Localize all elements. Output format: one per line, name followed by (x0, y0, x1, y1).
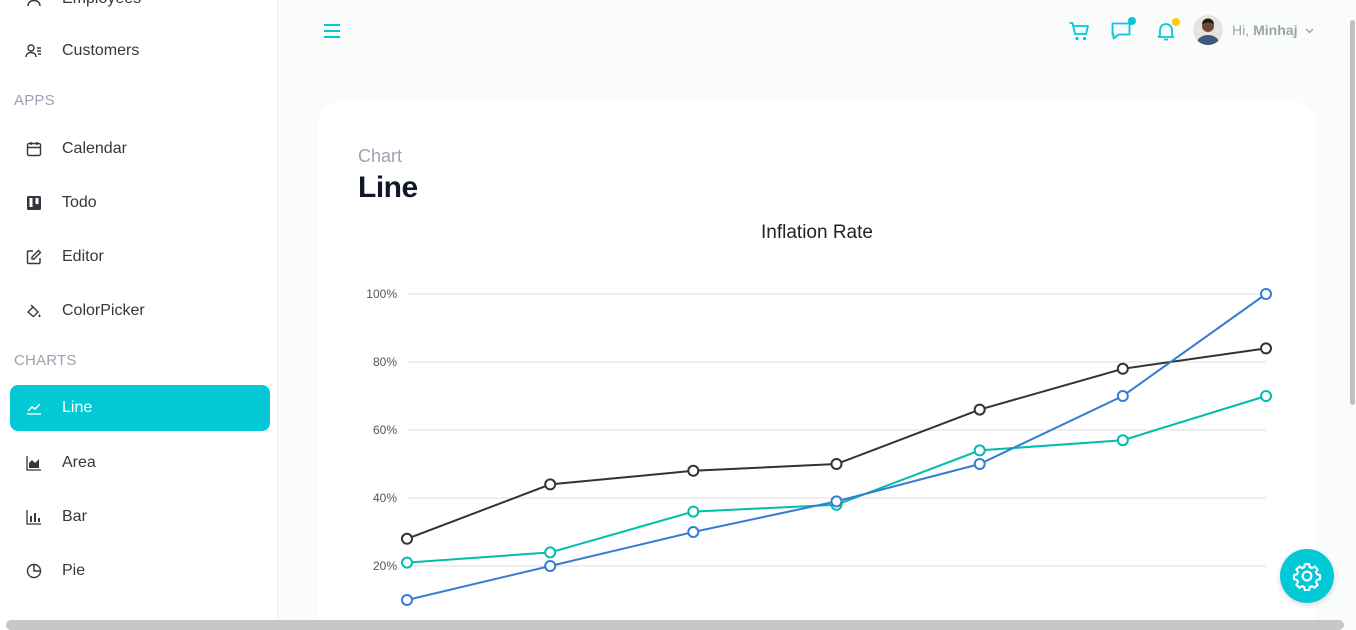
sidebar: Employees Customers APPS Calendar Todo E… (0, 0, 278, 630)
sidebar-item-label: ColorPicker (62, 302, 145, 319)
sidebar-item-label: Bar (62, 508, 87, 525)
chevron-down-icon (1305, 21, 1314, 39)
customers-icon (24, 41, 44, 61)
pie-chart-icon (24, 561, 44, 581)
sidebar-item-employees[interactable]: Employees (10, 0, 270, 22)
data-point-series-3[interactable] (401, 594, 413, 606)
series-line-2 (406, 395, 1267, 564)
data-point-series-3[interactable] (973, 458, 986, 470)
horizontal-scrollbar[interactable] (6, 620, 1344, 630)
sidebar-item-label: Pie (62, 562, 86, 579)
gear-icon (1292, 561, 1322, 591)
menu-icon[interactable] (322, 22, 344, 40)
bell-icon[interactable] (1153, 18, 1180, 44)
username: Minhaj (1253, 22, 1298, 38)
vertical-scrollbar[interactable] (1350, 20, 1355, 405)
data-point-series-1[interactable] (1116, 362, 1129, 375)
data-point-series-1[interactable] (401, 532, 413, 545)
data-point-series-3[interactable] (687, 526, 700, 538)
data-point-series-2[interactable] (544, 546, 557, 559)
y-tick-label: 60% (373, 423, 397, 437)
sidebar-item-label: Line (62, 399, 93, 416)
data-point-series-1[interactable] (544, 478, 557, 491)
line-chart: Inflation Rate 20% 40% 60% 80% 100% (366, 222, 1272, 606)
sidebar-item-label: Area (62, 454, 96, 471)
data-point-series-3[interactable] (1260, 288, 1272, 300)
chart-card: Chart Line Inflation Rate 20% 40% 60% 80% 10… (318, 101, 1316, 630)
greeting-text: Hi, (1232, 22, 1250, 38)
data-point-series-1[interactable] (973, 403, 986, 416)
data-point-series-1[interactable] (830, 458, 843, 470)
data-point-series-3[interactable] (830, 495, 843, 508)
sidebar-item-pie[interactable]: Pie (10, 548, 270, 594)
sidebar-item-colorpicker[interactable]: ColorPicker (10, 288, 270, 334)
sidebar-item-todo[interactable]: Todo (10, 180, 270, 226)
sidebar-item-area[interactable]: Area (10, 440, 270, 486)
page-category: Chart (358, 146, 403, 166)
sidebar-item-label: Calendar (62, 140, 127, 157)
chart-y-axis: 20% 40% 60% 80% 100% (366, 287, 397, 573)
cart-icon[interactable] (1066, 18, 1092, 44)
sidebar-item-label: Todo (62, 194, 97, 211)
data-point-series-1[interactable] (1260, 342, 1272, 355)
user-profile-menu[interactable]: Hi, Minhaj (1193, 14, 1314, 46)
page-title: Line (358, 171, 418, 204)
chart-series (406, 293, 1267, 601)
avatar (1193, 15, 1223, 45)
section-label-charts: CHARTS (14, 352, 77, 369)
settings-button[interactable] (1280, 549, 1334, 603)
sidebar-item-customers[interactable]: Customers (10, 28, 270, 74)
data-point-series-2[interactable] (1116, 434, 1129, 447)
calendar-icon (24, 139, 44, 159)
section-label-apps: APPS (14, 92, 55, 109)
sidebar-item-calendar[interactable]: Calendar (10, 126, 270, 172)
y-tick-label: 100% (366, 287, 397, 301)
data-point-series-2[interactable] (401, 556, 413, 569)
data-point-series-2[interactable] (687, 505, 700, 518)
data-point-series-2[interactable] (973, 444, 986, 457)
sidebar-item-label: Employees (62, 0, 141, 8)
notification-badge (1172, 18, 1180, 26)
chat-badge (1128, 17, 1136, 25)
data-point-series-2[interactable] (1260, 390, 1272, 402)
y-tick-label: 40% (373, 491, 397, 505)
edit-icon (24, 247, 44, 267)
y-tick-label: 20% (373, 559, 397, 573)
user-icon (24, 0, 44, 9)
line-chart-icon (24, 398, 44, 418)
bar-chart-icon (24, 507, 44, 527)
chart-markers (401, 288, 1272, 606)
chat-icon[interactable] (1109, 17, 1136, 44)
sidebar-item-label: Customers (62, 42, 140, 59)
data-point-series-3[interactable] (544, 560, 557, 572)
sidebar-item-editor[interactable]: Editor (10, 234, 270, 280)
chart-gridlines (407, 293, 1266, 567)
data-point-series-1[interactable] (687, 464, 700, 477)
area-chart-icon (24, 453, 44, 473)
paint-bucket-icon (24, 301, 44, 321)
chart-title: Inflation Rate (761, 222, 873, 243)
sidebar-item-line[interactable]: Line (10, 385, 270, 431)
y-tick-label: 80% (373, 355, 397, 369)
data-point-series-3[interactable] (1116, 390, 1129, 402)
sidebar-item-label: Editor (62, 248, 104, 265)
kanban-icon (24, 193, 44, 213)
sidebar-item-bar[interactable]: Bar (10, 494, 270, 540)
